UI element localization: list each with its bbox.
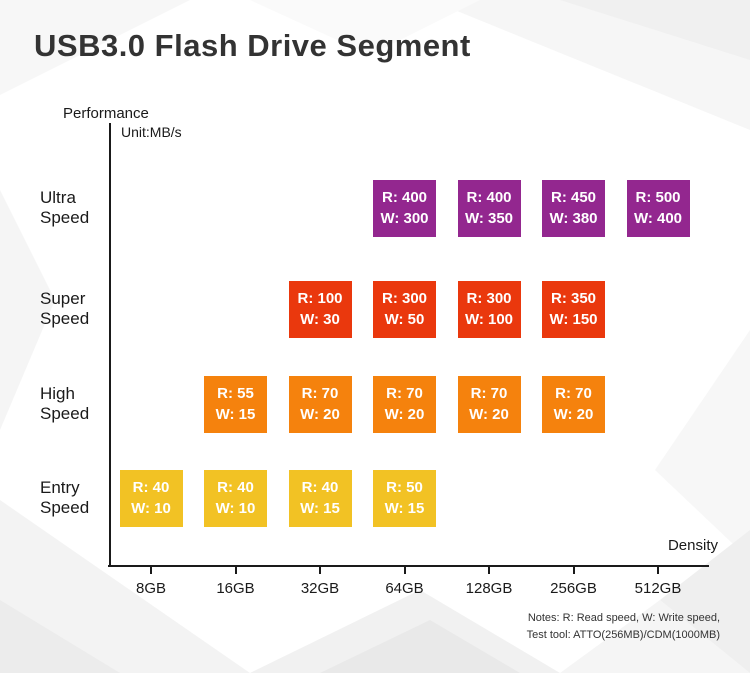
cell-ultra-256gb: R: 450 W: 380 [542,179,605,237]
cell-write-value: W: 380 [549,210,598,227]
cell-super-256gb: R: 350 W: 150 [542,280,605,338]
cell-ultra-64gb: R: 400 W: 300 [373,179,436,237]
cell-write-value: W: 30 [300,311,340,328]
cell-super-64gb: R: 300 W: 50 [373,280,436,338]
x-tick-label-32gb: 32GB [300,580,340,597]
row-label-ultra-speed: Ultra Speed [40,188,90,227]
footnote-line-1: Notes: R: Read speed, W: Write speed, [527,612,720,624]
x-axis-title: Density [667,537,718,554]
cell-write-value: W: 350 [464,210,514,227]
cell-high-64gb: R: 70 W: 20 [373,375,436,433]
cell-entry-32gb: R: 40 W: 15 [288,469,352,527]
x-axis-line [108,565,709,567]
unit-label: Unit:MB/s [121,124,182,140]
row-label-entry-speed: Entry Speed [40,478,90,517]
y-axis-title: Performance [63,105,149,122]
x-axis-tick [403,567,406,574]
cell-read-value: R: 300 [466,290,512,307]
cell-write-value: W: 20 [553,406,594,423]
cell-read-value: R: 300 [381,290,428,307]
cell-read-value: R: 450 [550,189,597,206]
cell-entry-64gb: R: 50 W: 15 [373,469,436,527]
cell-write-value: W: 15 [215,406,256,423]
x-tick-label-64gb: 64GB [385,580,424,597]
x-axis-tick [488,567,490,574]
x-axis-tick [657,567,659,574]
cell-read-value: R: 55 [217,385,254,402]
cell-write-value: W: 20 [469,406,509,423]
cell-write-value: W: 10 [215,500,256,517]
x-tick-label-16gb: 16GB [216,580,255,597]
cell-write-value: W: 100 [464,311,514,328]
cell-high-128gb: R: 70 W: 20 [457,375,521,433]
cell-read-value: R: 100 [297,290,343,307]
y-axis-line [109,123,111,567]
cell-super-128gb: R: 300 W: 100 [457,280,521,338]
cell-read-value: R: 400 [466,189,512,206]
x-tick-label-8gb: 8GB [135,580,167,597]
cell-write-value: W: 400 [633,210,683,227]
cell-write-value: W: 50 [384,311,425,328]
cell-read-value: R: 50 [386,479,423,496]
row-label-high-speed: High Speed [40,384,90,423]
cell-write-value: W: 150 [549,311,598,328]
cell-ultra-512gb: R: 500 W: 400 [626,179,690,237]
cell-read-value: R: 40 [217,479,254,496]
x-axis-tick [319,567,321,574]
cell-write-value: W: 10 [131,500,171,517]
cell-high-256gb: R: 70 W: 20 [542,375,605,433]
x-axis-tick [234,567,237,574]
cell-read-value: R: 500 [635,189,681,206]
cell-super-32gb: R: 100 W: 30 [288,280,352,338]
cell-read-value: R: 70 [301,385,339,402]
page-title: USB3.0 Flash Drive Segment [34,28,471,63]
footnotes: Notes: R: Read speed, W: Write speed, Te… [527,610,720,644]
x-axis-tick [150,567,152,574]
cell-read-value: R: 70 [470,385,508,402]
cell-high-32gb: R: 70 W: 20 [288,375,352,433]
footnote-line-2: Test tool: ATTO(256MB)/CDM(1000MB) [526,629,720,641]
cell-read-value: R: 350 [550,290,597,307]
cell-ultra-128gb: R: 400 W: 350 [457,179,521,237]
cell-read-value: R: 70 [386,385,423,402]
cell-read-value: R: 400 [381,189,428,206]
cell-write-value: W: 20 [384,406,425,423]
cell-high-16gb: R: 55 W: 15 [204,375,267,433]
cell-write-value: W: 15 [300,500,340,517]
cell-write-value: W: 15 [384,500,425,517]
cell-read-value: R: 70 [555,385,592,402]
cell-read-value: R: 40 [132,479,170,496]
cell-write-value: W: 20 [300,406,340,423]
row-label-super-speed: Super Speed [40,289,90,328]
x-tick-label-256gb: 256GB [550,580,597,597]
cell-entry-16gb: R: 40 W: 10 [204,469,267,527]
x-axis-tick [572,567,575,574]
x-tick-label-512gb: 512GB [634,580,682,597]
cell-entry-8gb: R: 40 W: 10 [119,469,183,527]
x-tick-label-128gb: 128GB [465,580,513,597]
cell-write-value: W: 300 [380,210,429,227]
cell-read-value: R: 40 [301,479,339,496]
